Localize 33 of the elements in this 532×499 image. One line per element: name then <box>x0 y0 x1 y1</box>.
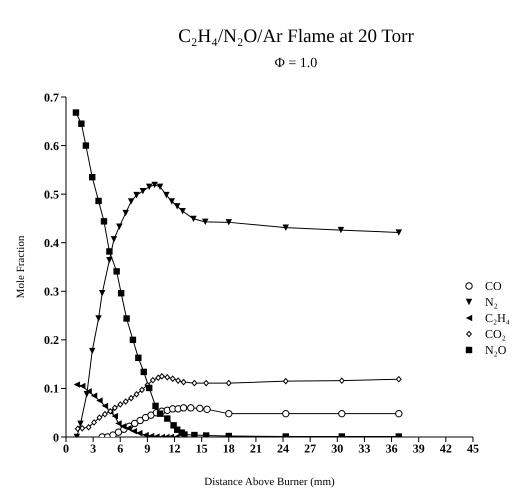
chart-subtitle: Φ = 1.0 <box>274 55 318 72</box>
y-tick-label: 0 <box>53 430 59 444</box>
x-tick-label: 30 <box>331 442 344 456</box>
x-tick-label: 15 <box>196 442 208 456</box>
legend-label: C₂H₄ <box>484 310 510 326</box>
y-tick-label: 0.1 <box>44 382 59 396</box>
x-tick-label: 36 <box>386 442 398 456</box>
x-tick-label: 12 <box>168 442 181 456</box>
legend-label: CO <box>484 278 502 294</box>
x-tick-label: 3 <box>90 442 96 456</box>
y-tick-label: 0.3 <box>44 284 59 299</box>
y-tick-label: 0.6 <box>44 138 59 153</box>
x-tick-label: 21 <box>250 442 262 456</box>
x-axis-title: Distance Above Burner (mm) <box>204 476 336 488</box>
y-tick-label: 0.4 <box>44 236 59 250</box>
y-axis-title: Mole Fraction <box>14 235 27 298</box>
x-tick-label: 0 <box>63 442 69 456</box>
x-tick-label: 24 <box>277 442 290 456</box>
x-tick-label: 18 <box>222 442 235 456</box>
x-tick-label: 45 <box>466 442 479 456</box>
legend-label: N₂O <box>484 342 506 358</box>
x-tick-label: 42 <box>440 442 452 456</box>
x-tick-label: 9 <box>144 442 150 456</box>
y-tick-label: 0.5 <box>44 187 59 202</box>
legend-label: CO₂ <box>484 326 506 342</box>
x-tick-label: 39 <box>412 442 425 456</box>
x-tick-label: 6 <box>117 442 124 456</box>
chart-title: C₂H₄/N₂O/Ar Flame at 20 Torr <box>177 25 415 48</box>
x-tick-label: 27 <box>304 442 316 456</box>
legend-label: N₂ <box>484 294 498 310</box>
x-tick-label: 33 <box>358 442 370 456</box>
y-tick-label: 0.2 <box>44 333 59 348</box>
y-tick-label: 0.7 <box>44 90 59 104</box>
